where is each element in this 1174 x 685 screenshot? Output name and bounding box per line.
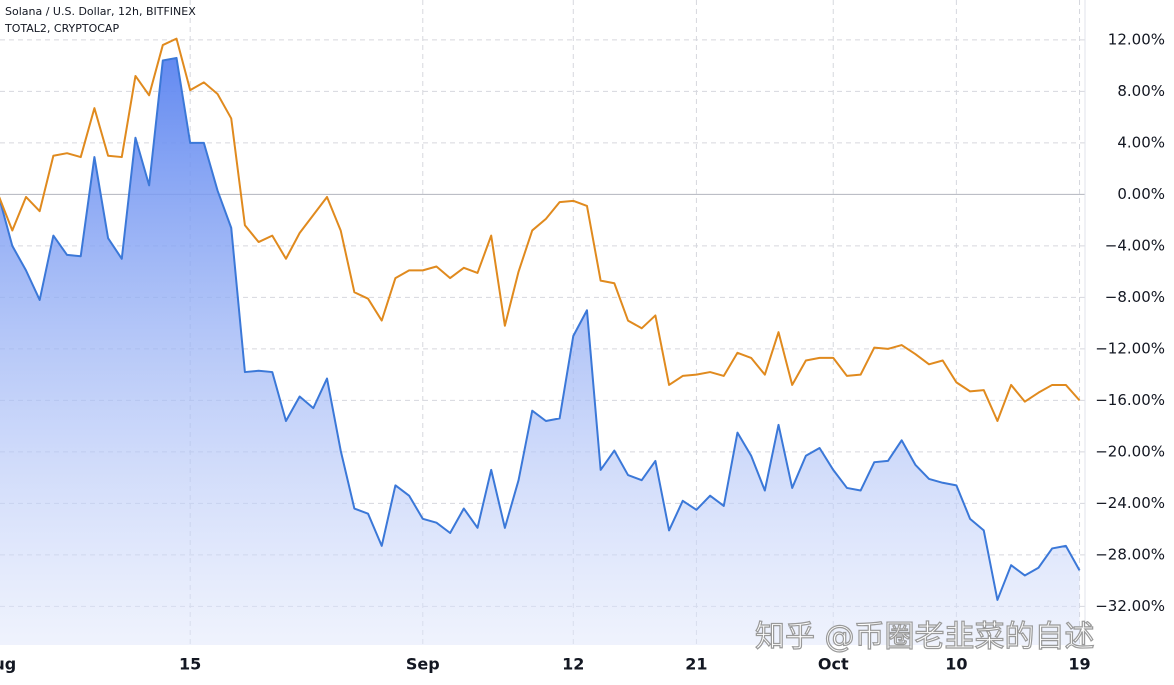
- y-tick-label: 4.00%: [1117, 133, 1165, 151]
- y-tick-label: −4.00%: [1105, 236, 1165, 254]
- x-tick-label: Oct: [818, 655, 849, 674]
- y-tick-label: −24.00%: [1095, 494, 1165, 512]
- line: [0, 56, 1081, 601]
- legend-entry: Solana / U.S. Dollar, 12h, BITFINEX: [5, 5, 196, 18]
- x-tick-label: 12: [562, 655, 584, 674]
- x-tick-label: 15: [179, 655, 201, 674]
- y-tick-label: −16.00%: [1095, 391, 1165, 409]
- y-tick-label: −32.00%: [1095, 597, 1165, 615]
- area: [0, 57, 1080, 645]
- y-tick-label: −12.00%: [1095, 339, 1165, 357]
- x-tick-label: 21: [685, 655, 707, 674]
- y-tick-label: −28.00%: [1095, 545, 1165, 563]
- y-tick-label: 0.00%: [1117, 185, 1165, 203]
- x-tick-label: 19: [1068, 655, 1090, 674]
- y-tick-label: −20.00%: [1095, 442, 1165, 460]
- y-tick-label: 8.00%: [1117, 82, 1165, 100]
- y-tick-label: −8.00%: [1105, 288, 1165, 306]
- x-tick-label: Sep: [406, 655, 440, 674]
- x-tick-label: Aug: [0, 655, 16, 674]
- y-tick-label: 12.00%: [1108, 30, 1165, 48]
- x-tick-label: 10: [945, 655, 967, 674]
- watermark: 知乎 @币圈老韭菜的自述: [755, 620, 1095, 655]
- line: [0, 37, 1081, 422]
- legend-entry: TOTAL2, CRYPTOCAP: [4, 22, 119, 35]
